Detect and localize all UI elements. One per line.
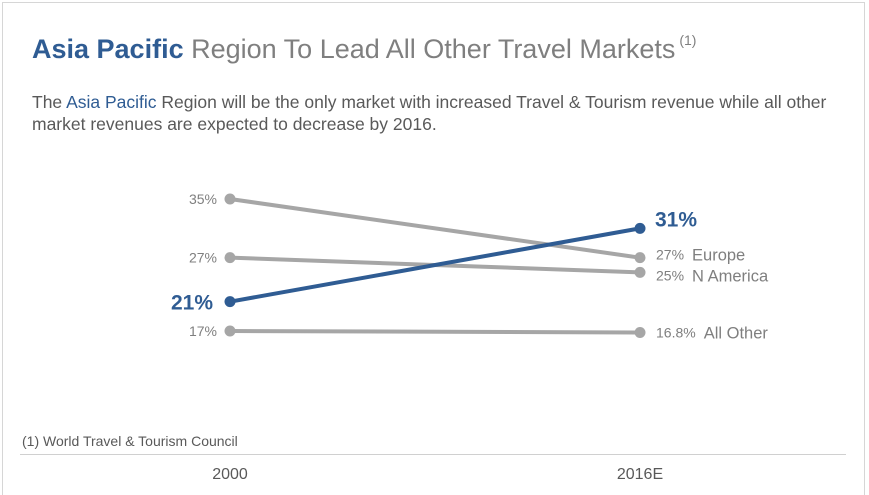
page-title: Asia Pacific Region To Lead All Other Tr… <box>32 32 696 65</box>
data-point-all-other-2016e <box>634 326 646 338</box>
subtitle-post: Region will be the only market with incr… <box>32 92 827 134</box>
data-point-europe-2016e <box>634 252 646 264</box>
title-rest: Region To Lead All Other Travel Markets <box>191 34 676 64</box>
subtitle-pre: The <box>32 92 67 112</box>
data-point-n-america-2016e <box>634 266 646 278</box>
data-label-n-america-2016e: 25% <box>656 267 684 283</box>
x-tick-label-2016e: 2016E <box>617 466 663 483</box>
data-label-highlight-2016e: 31% <box>655 208 697 231</box>
series-line-all-other <box>228 329 642 335</box>
series-name-europe: Europe <box>692 247 745 265</box>
x-axis-line <box>20 454 846 455</box>
page-subtitle: The Asia Pacific Region will be the only… <box>32 91 832 135</box>
data-label-europe-2000: 35% <box>189 191 217 207</box>
data-label-europe-2016e: 27% <box>656 247 684 263</box>
x-tick-label-2000: 2000 <box>212 466 248 483</box>
title-footnote-marker: (1) <box>679 32 697 48</box>
data-label-highlight-2000: 21% <box>171 292 213 315</box>
series-name-all-other: All Other <box>704 324 769 342</box>
series-line-highlight <box>228 226 642 304</box>
data-label-n-america-2000: 27% <box>189 250 217 266</box>
data-label-all-other-2000: 17% <box>189 323 217 339</box>
series-line-europe <box>228 197 642 260</box>
data-point-europe-2000 <box>224 193 236 205</box>
source-footnote: (1) World Travel & Tourism Council <box>22 433 238 449</box>
title-accent: Asia Pacific <box>32 34 184 64</box>
data-point-highlight-2000 <box>224 296 236 308</box>
data-point-n-america-2000 <box>224 252 236 264</box>
subtitle-accent: Asia Pacific <box>66 92 157 112</box>
data-point-highlight-2016e <box>634 222 646 234</box>
data-label-all-other-2016e: 16.8% <box>656 324 696 340</box>
series-name-n-america: N America <box>692 267 769 285</box>
data-point-all-other-2000 <box>224 325 236 337</box>
